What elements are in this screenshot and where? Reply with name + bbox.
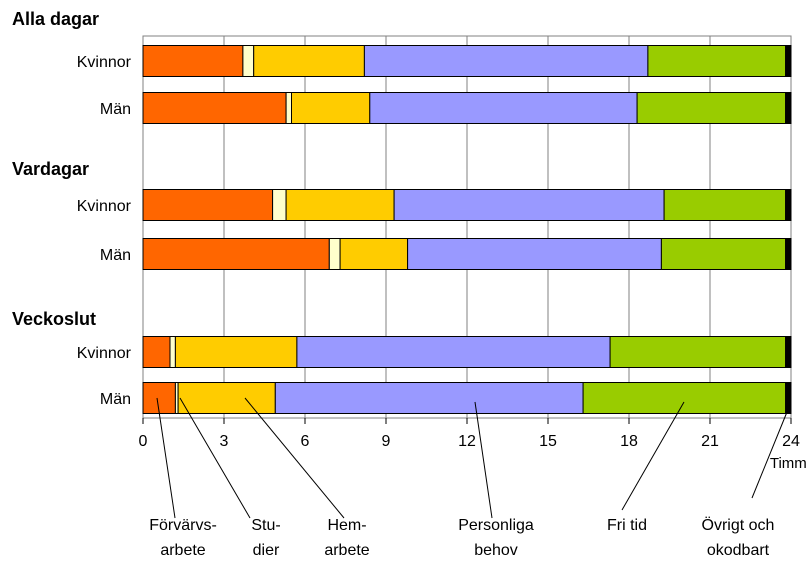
category-label-3-line-1: Hem- — [327, 517, 366, 534]
row-label-2-2: Män — [100, 247, 131, 264]
category-label-1-line-2: arbete — [160, 542, 205, 559]
category-label-6-line-1: Övrigt och — [702, 516, 775, 534]
category-label-2-line-2: dier — [253, 542, 280, 559]
bar-segment-3-2-4 — [274, 382, 584, 414]
bar-segment-2-1-1 — [142, 189, 274, 221]
bar-segment-3-1-4 — [296, 336, 611, 368]
bar-segment-1-1-5 — [647, 45, 787, 77]
bar-segment-2-2-2 — [328, 238, 341, 270]
category-label-2-line-1: Stu- — [251, 517, 280, 534]
category-label-4-line-1: Personliga — [458, 517, 534, 534]
bar-segment-2-1-2 — [272, 189, 287, 221]
callout-line-3 — [244, 397, 345, 519]
bar-segment-3-2-6 — [785, 382, 792, 414]
bar-segment-1-2-4 — [369, 92, 638, 124]
bar-segment-1-2-5 — [636, 92, 787, 124]
callout-line-2 — [179, 397, 251, 519]
bar-segment-1-2-3 — [291, 92, 371, 124]
category-label-1-line-1: Förvärvs- — [149, 517, 217, 534]
bar-segment-3-1-1 — [142, 336, 171, 368]
category-label-5-line-1: Fri tid — [607, 517, 647, 534]
bar-segment-2-2-3 — [339, 238, 409, 270]
bar-segment-1-2-6 — [785, 92, 792, 124]
row-label-1-2: Män — [100, 101, 131, 118]
x-tick-label-18: 18 — [620, 433, 638, 450]
group-title-2: Vardagar — [12, 159, 89, 179]
x-tick-label-15: 15 — [539, 433, 557, 450]
row-label-3-1: Kvinnor — [77, 345, 132, 362]
category-label-3-line-2: arbete — [324, 542, 369, 559]
x-unit-label: Timmar — [770, 455, 806, 472]
bar-segment-1-1-3 — [253, 45, 365, 77]
bar-segment-2-2-1 — [142, 238, 330, 270]
bar-segment-1-2-1 — [142, 92, 287, 124]
row-label-1-1: Kvinnor — [77, 54, 132, 71]
bar-segment-2-1-6 — [785, 189, 792, 221]
x-tick-label-9: 9 — [382, 433, 391, 450]
bar-segment-2-2-4 — [407, 238, 662, 270]
x-tick-label-12: 12 — [458, 433, 476, 450]
row-label-2-1: Kvinnor — [77, 198, 132, 215]
bar-segment-1-2-2 — [285, 92, 293, 124]
bar-segment-3-2-5 — [582, 382, 787, 414]
bar-segment-2-2-6 — [785, 238, 792, 270]
callout-line-4 — [474, 401, 493, 519]
callout-line-5 — [621, 401, 685, 511]
bar-segment-1-1-4 — [363, 45, 649, 77]
bar-segment-3-1-3 — [174, 336, 298, 368]
bar-segment-3-1-2 — [169, 336, 176, 368]
bar-segment-1-1-2 — [242, 45, 255, 77]
callout-line-1 — [156, 397, 176, 519]
bar-segment-2-1-5 — [663, 189, 787, 221]
x-tick-label-21: 21 — [701, 433, 719, 450]
group-title-3: Veckoslut — [12, 309, 96, 329]
x-tick-label-24: 24 — [782, 433, 800, 450]
bar-segment-1-1-6 — [785, 45, 792, 77]
row-label-3-2: Män — [100, 391, 131, 408]
bar-segment-3-2-1 — [142, 382, 176, 414]
bar-segment-3-1-6 — [785, 336, 792, 368]
x-tick-label-3: 3 — [220, 433, 229, 450]
x-tick-label-0: 0 — [139, 433, 148, 450]
category-label-6-line-2: okodbart — [707, 542, 770, 559]
bar-segment-2-1-3 — [285, 189, 395, 221]
group-title-1: Alla dagar — [12, 9, 99, 29]
bar-segment-2-2-5 — [660, 238, 787, 270]
bar-segment-1-1-1 — [142, 45, 244, 77]
bar-segment-3-1-5 — [609, 336, 787, 368]
category-label-4-line-2: behov — [474, 542, 518, 559]
callout-line-6 — [751, 411, 788, 499]
bar-segment-2-1-4 — [393, 189, 665, 221]
bar-segment-3-2-3 — [177, 382, 276, 414]
x-tick-label-6: 6 — [301, 433, 310, 450]
